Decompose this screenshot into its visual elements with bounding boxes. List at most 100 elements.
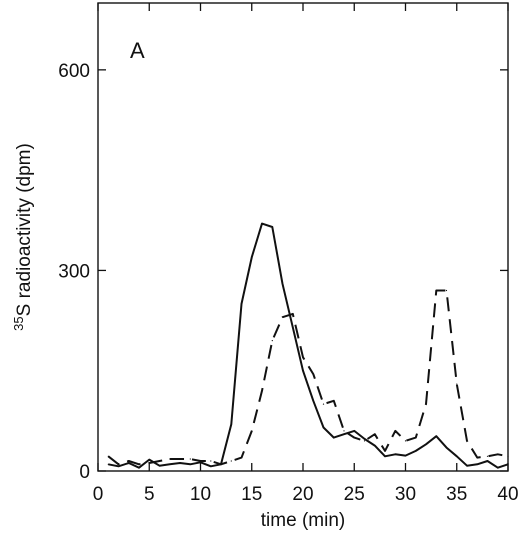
- data-point-series-2: [486, 455, 489, 457]
- data-point-series-2: [220, 463, 222, 465]
- x-tick-label: 10: [190, 484, 211, 505]
- data-point-series-1: [189, 463, 191, 465]
- data-point-series-2: [415, 437, 417, 439]
- series-layer: [107, 222, 509, 469]
- data-point-series-2: [343, 430, 345, 432]
- data-point-series-2: [333, 400, 335, 402]
- plot-frame: [97, 2, 509, 472]
- data-point-series-1: [148, 459, 150, 461]
- x-tick-label: 20: [292, 484, 313, 505]
- data-point-series-2: [353, 437, 355, 439]
- data-point-series-2: [425, 403, 427, 405]
- y-tick-label: 0: [79, 462, 90, 483]
- data-point-series-1: [158, 465, 161, 467]
- data-point-series-2: [169, 458, 171, 460]
- data-point-series-1: [363, 438, 366, 440]
- data-point-series-1: [507, 463, 509, 465]
- data-point-series-2: [199, 460, 202, 462]
- x-tick-label: 40: [497, 484, 518, 505]
- data-point-series-1: [476, 463, 478, 465]
- data-point-series-1: [251, 256, 253, 258]
- x-tick-label: 35: [446, 484, 467, 505]
- data-point-series-2: [281, 316, 284, 318]
- data-point-series-2: [404, 440, 407, 442]
- y-axis-title-superscript: 35: [11, 316, 26, 330]
- data-point-series-2: [363, 440, 366, 442]
- data-point-series-1: [343, 433, 345, 435]
- y-axis: 0 300 600: [58, 61, 508, 483]
- data-point-series-1: [312, 400, 314, 402]
- data-point-series-2: [476, 457, 478, 459]
- data-point-series-1: [169, 463, 171, 465]
- data-point-series-1: [138, 467, 140, 469]
- data-point-series-1: [374, 445, 376, 447]
- data-point-series-2: [384, 450, 386, 452]
- data-point-series-1: [261, 223, 263, 225]
- data-point-series-2: [158, 460, 161, 462]
- data-point-series-2: [312, 373, 314, 375]
- x-axis: 0 5 10 15 20 25 30 35 40: [93, 3, 519, 505]
- data-point-series-2: [230, 460, 232, 462]
- data-point-series-1: [179, 462, 181, 464]
- y-axis-title-text: S radioactivity (dpm): [14, 143, 35, 316]
- data-point-series-2: [271, 340, 273, 342]
- data-point-series-2: [240, 457, 243, 459]
- data-point-series-1: [497, 467, 499, 469]
- data-point-series-2: [179, 458, 181, 460]
- data-point-series-2: [261, 390, 263, 392]
- x-tick-label: 15: [241, 484, 262, 505]
- data-point-series-2: [107, 455, 109, 457]
- data-point-series-1: [292, 326, 294, 328]
- series-line-dashed: [107, 289, 509, 466]
- data-point-series-1: [353, 430, 355, 432]
- data-point-series-2: [445, 289, 448, 292]
- data-point-series-1: [486, 460, 489, 462]
- data-point-series-1: [425, 443, 427, 445]
- y-tick-label: 300: [58, 261, 90, 282]
- data-point-series-1: [128, 462, 130, 464]
- data-point-series-1: [456, 455, 458, 457]
- x-tick-label: 0: [93, 484, 104, 505]
- x-tick-label: 5: [144, 484, 155, 505]
- data-point-series-1: [322, 426, 325, 429]
- data-point-series-1: [117, 465, 120, 467]
- data-point-series-1: [404, 455, 407, 457]
- data-point-series-1: [210, 465, 212, 467]
- y-tick-label: 600: [58, 61, 90, 82]
- data-point-series-1: [415, 450, 417, 452]
- panel-label: A: [130, 38, 145, 63]
- data-point-series-2: [374, 433, 376, 435]
- data-point-series-1: [302, 370, 304, 372]
- data-point-series-1: [384, 455, 386, 457]
- data-point-series-2: [117, 463, 120, 465]
- data-point-series-2: [456, 383, 458, 385]
- data-point-series-1: [394, 453, 396, 455]
- x-tick-label: 25: [344, 484, 365, 505]
- x-tick-label: 30: [395, 484, 416, 505]
- data-point-series-2: [138, 463, 140, 465]
- data-point-series-1: [281, 283, 284, 285]
- data-point-series-1: [271, 226, 273, 228]
- data-point-series-1: [333, 437, 335, 439]
- data-point-series-2: [302, 356, 304, 358]
- data-point-series-2: [507, 455, 509, 457]
- data-point-series-1: [435, 435, 437, 437]
- data-point-series-1: [107, 463, 109, 465]
- data-point-series-1: [466, 465, 468, 467]
- data-point-series-2: [292, 313, 294, 315]
- data-point-series-2: [189, 458, 191, 460]
- y-axis-title: 35S radioactivity (dpm): [11, 143, 35, 331]
- data-point-series-2: [394, 430, 396, 432]
- x-axis-title: time (min): [261, 510, 345, 531]
- data-point-series-2: [497, 453, 499, 455]
- data-point-series-1: [240, 303, 243, 305]
- data-point-series-2: [435, 289, 437, 292]
- data-point-series-2: [322, 403, 325, 405]
- data-point-series-1: [445, 447, 448, 449]
- data-point-series-2: [128, 460, 130, 462]
- data-point-series-2: [148, 462, 150, 464]
- data-point-series-2: [210, 460, 212, 462]
- data-point-series-2: [251, 430, 253, 432]
- data-point-series-1: [230, 423, 232, 425]
